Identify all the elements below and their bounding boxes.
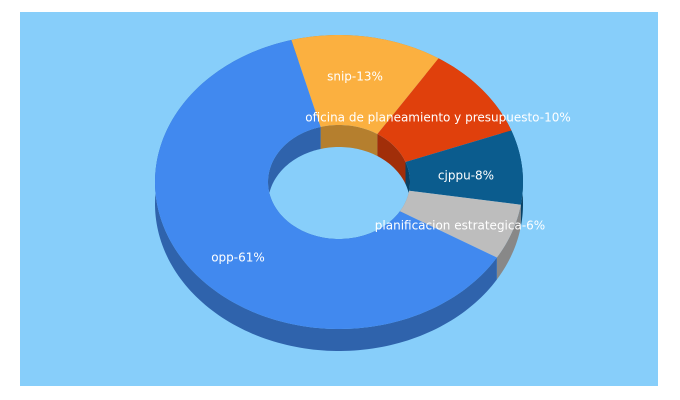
data-label: oficina de planeamiento y presupuesto-10… — [305, 111, 571, 125]
slice-inner-wall — [405, 162, 410, 213]
data-label: snip-13% — [327, 70, 383, 84]
data-label: cjppu-8% — [438, 169, 494, 183]
slice — [155, 40, 497, 329]
slice — [405, 130, 523, 205]
slice — [377, 58, 512, 163]
slice-outer-wall — [496, 204, 521, 280]
slice — [399, 190, 521, 258]
data-label: planificacion estrategica-6% — [375, 219, 545, 233]
slice-inner-wall — [320, 125, 378, 157]
slice — [291, 35, 439, 135]
data-label: opp-61% — [211, 251, 265, 265]
slice-inner-wall — [377, 134, 406, 185]
